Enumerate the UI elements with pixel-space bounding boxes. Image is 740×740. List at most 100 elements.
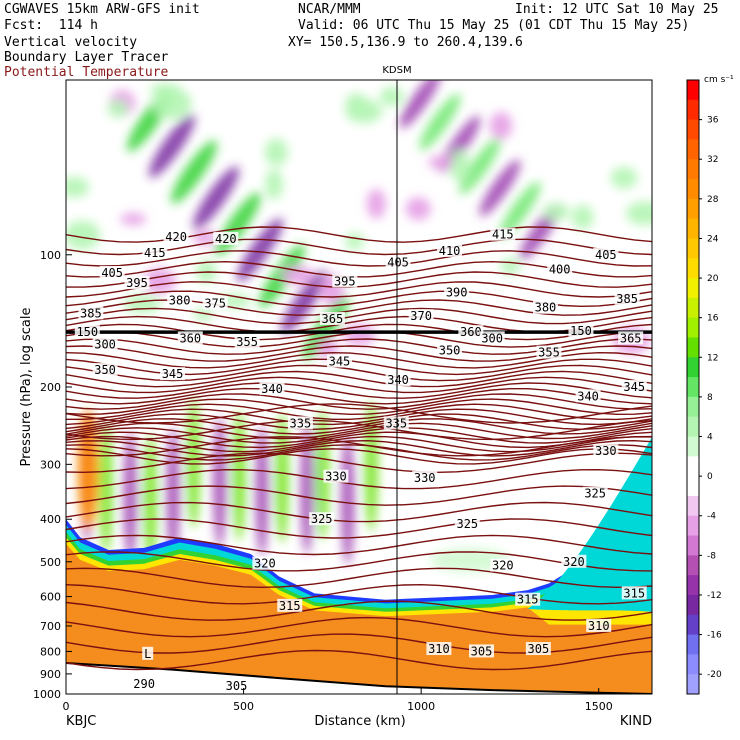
theta-contour-label: 415 [492, 228, 514, 242]
colorbar-swatch [687, 456, 699, 477]
theta-contour-label: 345 [329, 355, 351, 369]
colorbar-swatch [687, 297, 699, 319]
colorbar-swatch [687, 119, 699, 140]
theta-contour-label: 405 [101, 266, 123, 280]
colorbar-swatch [687, 515, 699, 537]
y-tick-label: 200 [40, 381, 61, 394]
theta-contour-label: 330 [595, 444, 617, 458]
header-field-theta: Potential Temperature [4, 65, 169, 80]
colorbar-swatch [687, 179, 699, 200]
y-tick-label: 800 [40, 645, 61, 658]
theta-contour-label: 405 [387, 255, 409, 269]
theta-contour-label: 300 [481, 331, 503, 345]
colorbar-swatch [687, 139, 699, 160]
header-init: Init: 12 UTC Sat 10 May 25 [515, 2, 719, 17]
colorbar-swatch [687, 476, 699, 497]
colorbar-swatch [687, 377, 699, 398]
y-tick-label: 500 [40, 556, 61, 569]
tracer-plume [527, 437, 652, 612]
theta-contour-label: 420 [165, 230, 187, 244]
theta-contour-label: 375 [204, 296, 226, 310]
theta-contour-label: 325 [311, 512, 333, 526]
colorbar-tick-label: -16 [707, 631, 722, 641]
theta-contour-label: 355 [538, 346, 560, 360]
theta-contour-label: 350 [439, 343, 461, 357]
colorbar-tick-label: 4 [707, 433, 713, 443]
theta-contour-label: 360 [179, 331, 201, 345]
colorbar-swatch [687, 198, 699, 220]
theta-contour-label: 335 [385, 416, 407, 430]
tropopause-label: 150 [570, 324, 592, 338]
endpoint-right-label: KIND [620, 714, 652, 729]
theta-contour-label: 305 [226, 679, 248, 693]
colorbar-tick-label: 8 [707, 393, 713, 403]
colorbar-swatch [687, 80, 699, 101]
tropopause-label: 150 [76, 325, 98, 339]
theta-contour-label: 290 [133, 677, 155, 691]
y-tick-label: 400 [40, 513, 61, 526]
theta-contour-label: 390 [446, 286, 468, 300]
theta-contour-label: 315 [623, 586, 645, 600]
theta-contour-label: 380 [169, 293, 191, 307]
header-field-tracer: Boundary Layer Tracer [4, 50, 169, 65]
theta-contour-label: 325 [584, 487, 606, 501]
theta-contour-label: 365 [620, 331, 642, 345]
colorbar-tick-label: -20 [707, 670, 722, 680]
theta-contour-label: 370 [410, 309, 432, 323]
theta-contour-label: 305 [528, 642, 550, 656]
colorbar-swatch [687, 218, 699, 239]
low-marker: L [144, 647, 151, 661]
y-tick-label: 300 [40, 458, 61, 471]
theta-contour-label: 340 [577, 389, 599, 403]
theta-contour-label: 345 [623, 380, 645, 394]
x-tick-label: 500 [233, 700, 254, 713]
colorbar-tick-label: 20 [707, 274, 719, 284]
colorbar-swatch [687, 436, 699, 457]
colorbar-units: cm s⁻¹ [704, 75, 734, 85]
theta-contour-label: 395 [334, 274, 356, 288]
theta-contour-label: 340 [261, 382, 283, 396]
colorbar-swatch [687, 159, 699, 180]
theta-contour-label: 330 [414, 471, 436, 485]
tracer-orange-layer [66, 543, 652, 694]
colorbar-swatch [687, 575, 699, 596]
colorbar-swatch [687, 416, 699, 438]
colorbar-swatch [687, 258, 699, 279]
colorbar-swatch [687, 614, 699, 636]
theta-contour-label: 335 [290, 416, 312, 430]
station-label-kdsm: KDSM [382, 65, 411, 76]
colorbar-tick-label: -12 [707, 591, 722, 601]
theta-contour-label: 315 [517, 593, 539, 607]
colorbar-swatch [687, 594, 699, 616]
y-tick-label: 100 [40, 249, 61, 262]
colorbar-swatch [687, 674, 699, 695]
theta-contour-label: 385 [80, 306, 102, 320]
x-tick-label: 0 [63, 700, 70, 713]
colorbar-tick-label: 16 [707, 314, 719, 324]
colorbar-swatch [687, 317, 699, 338]
colorbar-tick-label: 24 [707, 234, 719, 244]
theta-contour-label: 310 [588, 619, 610, 633]
theta-contour-label: 320 [563, 555, 585, 569]
theta-contour-label: 410 [439, 244, 461, 258]
colorbar-swatch [687, 357, 699, 378]
theta-contour-label: 360 [460, 325, 482, 339]
colorbar-tick-label: -8 [707, 551, 716, 561]
colorbar-swatch [687, 238, 699, 259]
theta-contour-label: 365 [322, 312, 344, 326]
theta-contour-label: 300 [94, 337, 116, 351]
colorbar-tick-label: 36 [707, 116, 719, 126]
header-org: NCAR/MMM [298, 2, 361, 17]
header-fcst: Fcst: 114 h [4, 18, 98, 33]
colorbar-swatch [687, 337, 699, 358]
theta-contour-label: 380 [535, 301, 557, 315]
colorbar-tick-label: 0 [707, 472, 713, 482]
colorbar-swatch [687, 634, 699, 655]
x-tick-label: 1000 [407, 700, 435, 713]
colorbar-swatch [687, 654, 699, 675]
y-tick-label: 600 [40, 591, 61, 604]
theta-contour-label: 355 [236, 335, 258, 349]
theta-contour-label: 395 [126, 276, 148, 290]
theta-contour-label: 330 [325, 470, 347, 484]
theta-contour-label: 415 [144, 246, 166, 260]
